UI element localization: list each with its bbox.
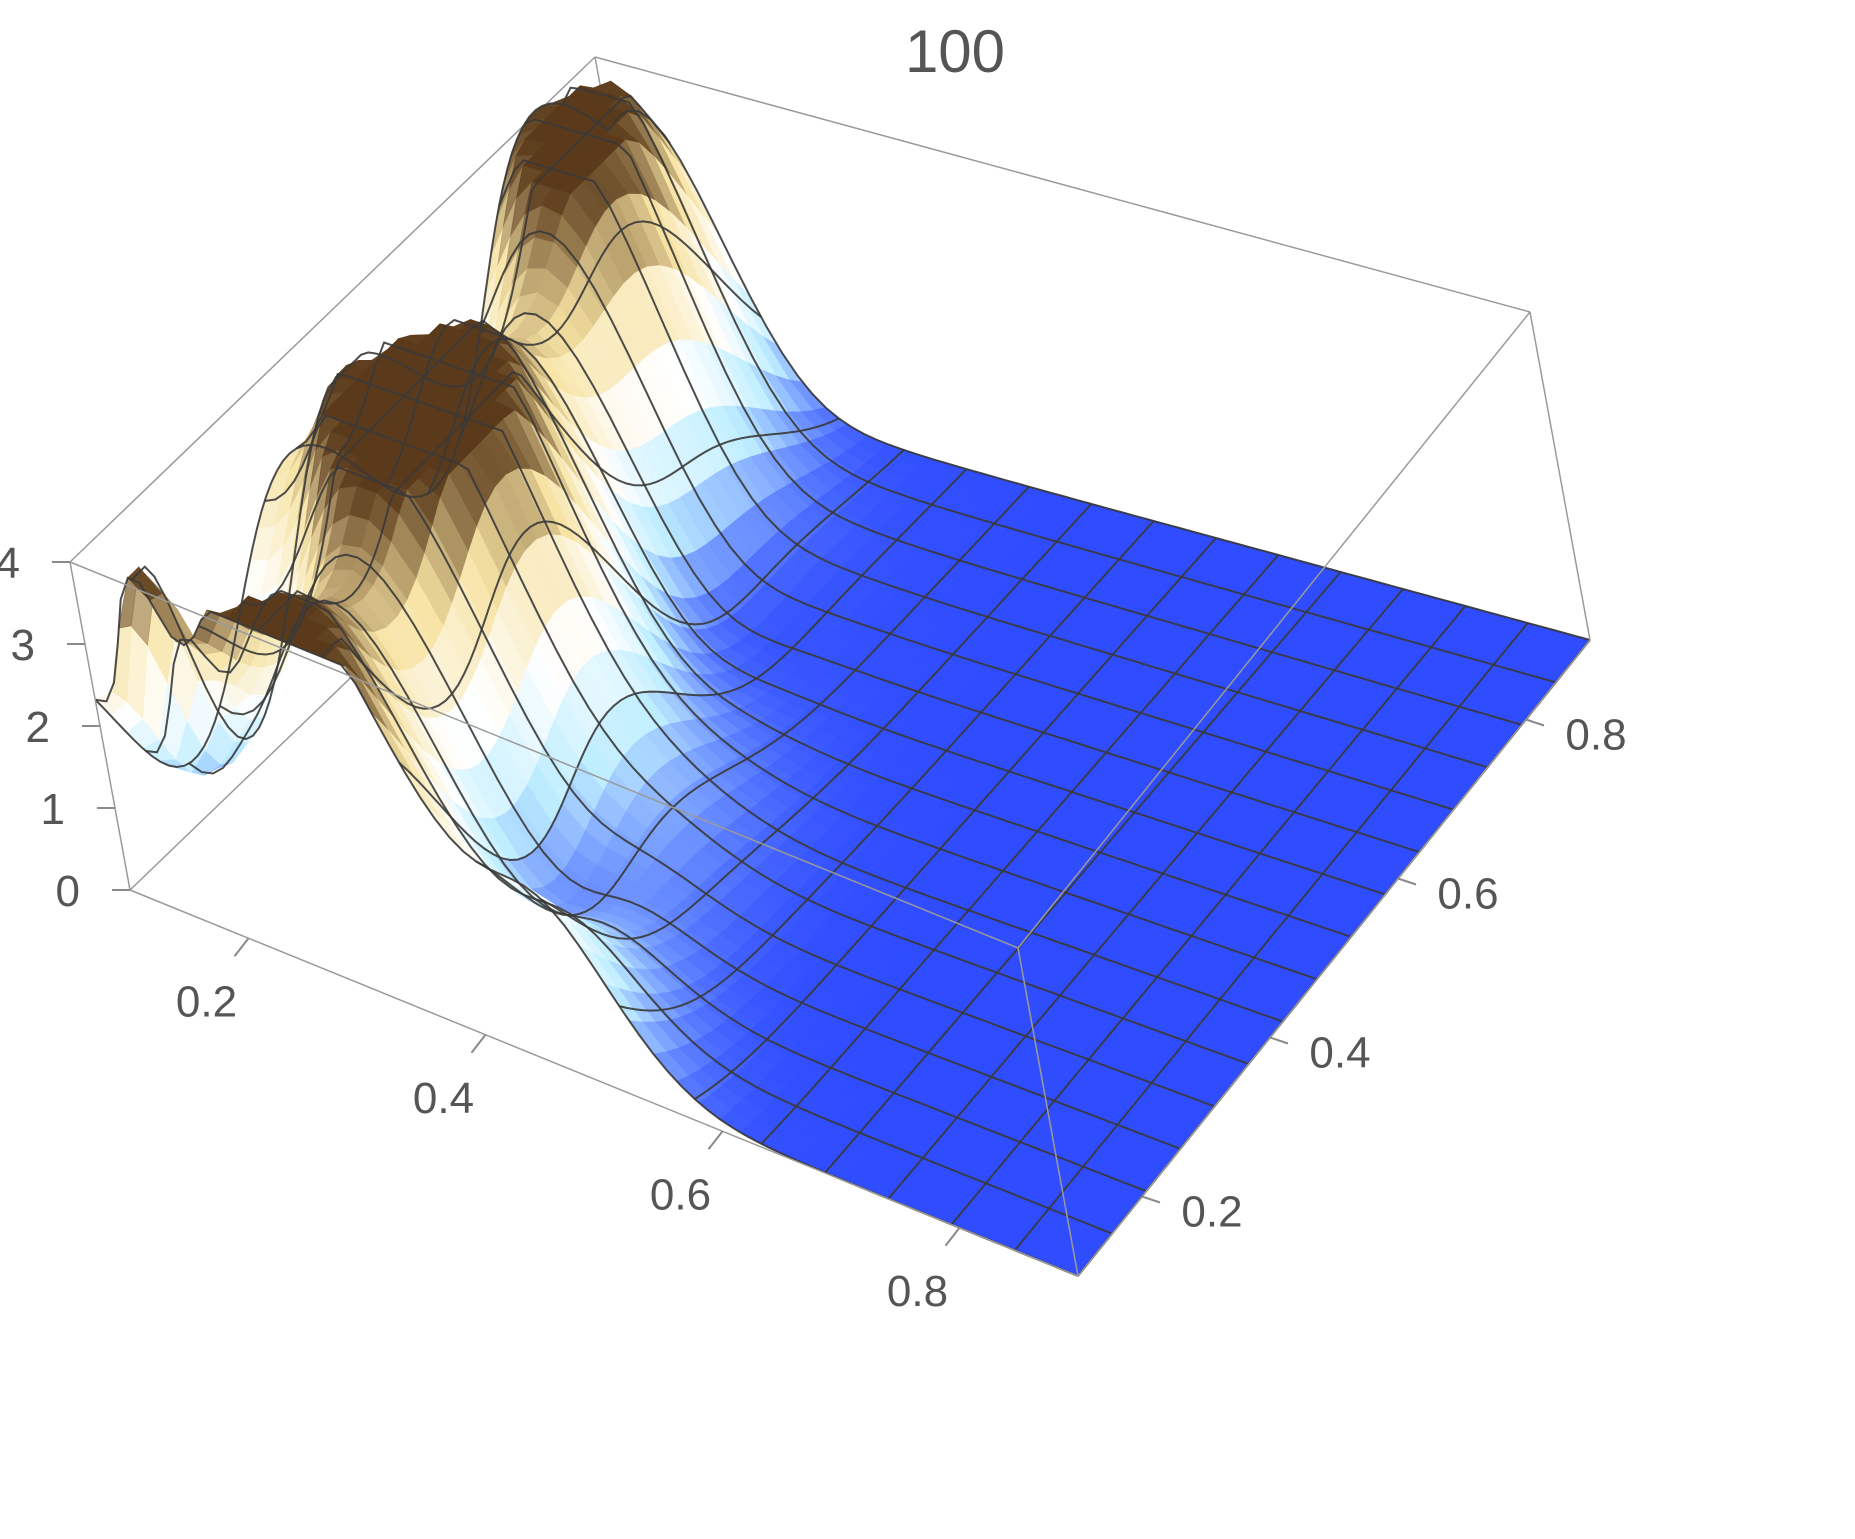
y-tick-label: 0.6: [1437, 870, 1498, 919]
mesh-line-y: [524, 118, 1522, 726]
mesh-line-y: [188, 599, 1147, 1193]
mesh-line-y: [458, 312, 1420, 853]
z-tick-label: 4: [0, 539, 20, 588]
box-edge-bottom-front: [129, 889, 1079, 1277]
mesh-line-y: [497, 159, 1488, 769]
x-tick-label: 0.6: [650, 1170, 711, 1219]
x-tick: [944, 1227, 961, 1247]
mesh-line-y: [607, 109, 1591, 641]
chart-title: 100: [905, 18, 1005, 85]
mesh-line-x: [760, 554, 1280, 1145]
z-tick-label: 1: [41, 785, 65, 834]
mesh-line-y: [295, 372, 1284, 1023]
x-tick: [233, 937, 250, 957]
mesh-line-y: [426, 337, 1386, 896]
x-tick: [707, 1130, 724, 1150]
mesh-line-x: [540, 503, 1093, 940]
mesh-line-x: [618, 520, 1155, 1012]
z-tick-label: 0: [56, 867, 80, 916]
y-tick: [1141, 1195, 1161, 1204]
box-edge-vertical-right: [1529, 311, 1591, 641]
box-edge-vertical-front: [1017, 947, 1079, 1277]
mesh-line-x: [257, 370, 840, 632]
mesh-line-y: [337, 341, 1318, 981]
y-tick: [1269, 1036, 1289, 1045]
box-edge-top-right: [1017, 311, 1531, 949]
mesh-line-y: [264, 414, 1250, 1065]
z-tick-label: 3: [11, 621, 35, 670]
mesh-line-x: [94, 102, 610, 769]
x-tick-label: 0.2: [176, 977, 237, 1026]
mesh-line-y: [219, 553, 1181, 1150]
mesh-line-x: [887, 588, 1404, 1200]
box-edge-top-back: [594, 56, 1531, 313]
mesh-line-y: [561, 86, 1557, 684]
x-tick: [470, 1034, 487, 1054]
mesh-line-x: [824, 571, 1342, 1174]
mesh-line-x: [475, 486, 1030, 917]
y-tick-label: 0.8: [1565, 711, 1626, 760]
mesh-line-x: [198, 220, 762, 656]
box-edge-top-left: [69, 56, 596, 563]
axes: 0.2 0.4 0.6 0.8 0.2 0.4 0.6 0.8 0 1 2 3 4: [0, 539, 1627, 1316]
x-tick-label: 0.4: [413, 1074, 474, 1123]
mesh-line-x: [1014, 622, 1529, 1251]
box-edge-bottom-right: [1077, 639, 1591, 1277]
y-tick: [1525, 718, 1545, 727]
y-tick-label: 0.2: [1181, 1188, 1242, 1237]
mesh-line-x: [320, 449, 905, 710]
mesh-line-x: [694, 537, 1217, 1100]
y-tick-label: 0.4: [1309, 1029, 1370, 1078]
mesh-line-x: [950, 605, 1467, 1226]
z-tick-label: 2: [26, 703, 50, 752]
x-tick-label: 0.8: [887, 1267, 948, 1316]
box-edge-top-front: [69, 561, 1019, 949]
mesh-line-x: [131, 94, 671, 741]
y-tick: [1397, 877, 1417, 886]
mesh-line-y: [241, 466, 1215, 1108]
mesh-line-x: [398, 468, 968, 862]
surface: [94, 80, 1591, 1277]
mesh-line-y: [479, 230, 1454, 811]
mesh-line-y: [384, 318, 1352, 938]
